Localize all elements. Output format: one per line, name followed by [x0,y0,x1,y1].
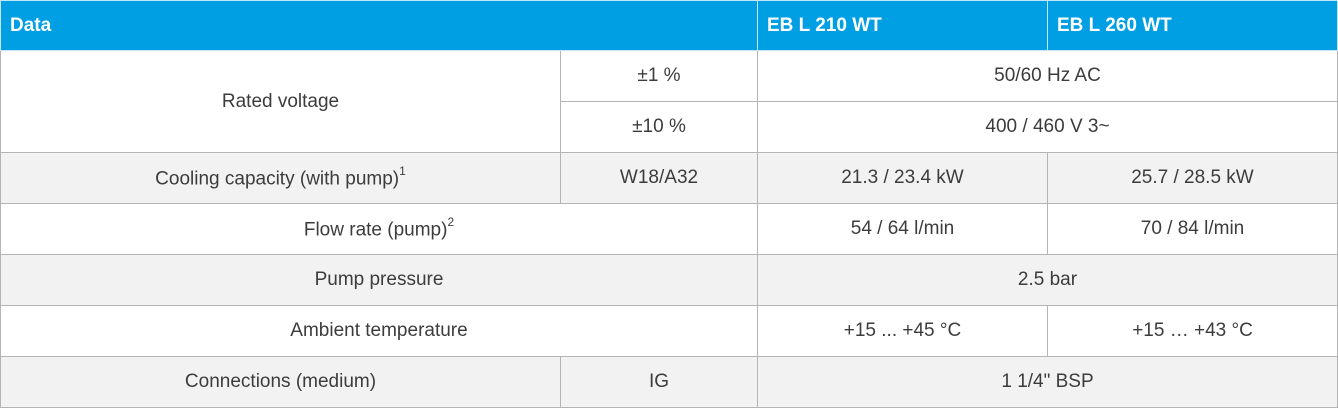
cooling-capacity-value-b: 25.7 / 28.5 kW [1047,152,1338,204]
table-row-rated-voltage-sub: ±10 % 400 / 460 V 3~ [1,101,1338,153]
ambient-temperature-value-b: +15 … +43 °C [1047,305,1338,357]
rated-voltage-tolerance-1: ±1 % [560,50,758,102]
pump-pressure-label: Pump pressure [0,254,758,306]
rated-voltage-voltage-value: 400 / 460 V 3~ [757,101,1338,153]
table-row-pump-pressure: Pump pressure 2.5 bar [0,254,1338,306]
ambient-temperature-label: Ambient temperature [0,305,758,357]
cooling-capacity-label-cell: Cooling capacity (with pump)1 [0,152,561,204]
table-row-ambient-temperature: Ambient temperature +15 ... +45 °C +15 …… [0,305,1338,357]
cooling-capacity-value-a: 21.3 / 23.4 kW [757,152,1048,204]
pump-pressure-value: 2.5 bar [757,254,1338,306]
flow-rate-value-a: 54 / 64 l/min [757,203,1048,255]
footnote-2: 2 [447,214,455,229]
connections-value: 1 1/4" BSP [757,356,1338,408]
connections-condition: IG [560,356,758,408]
cooling-capacity-label: Cooling capacity (with pump) [155,168,400,190]
rated-voltage-frequency-value: 50/60 Hz AC [757,50,1338,102]
header-data: Data [0,0,758,51]
flow-rate-label: Flow rate (pump) [303,219,448,241]
connections-label: Connections (medium) [0,356,561,408]
table-row-flow-rate: Flow rate (pump)2 54 / 64 l/min 70 / 84 … [0,203,1338,255]
table-header-row: Data EB L 210 WT EB L 260 WT [0,0,1338,51]
flow-rate-value-b: 70 / 84 l/min [1047,203,1338,255]
table-row-connections: Connections (medium) IG 1 1/4" BSP [0,356,1338,408]
rated-voltage-tolerance-2: ±10 % [560,101,758,153]
table-row-rated-voltage: Rated voltage ±1 % 50/60 Hz AC [0,50,1338,153]
header-model-b: EB L 260 WT [1047,0,1338,51]
footnote-1: 1 [399,163,406,178]
flow-rate-label-cell: Flow rate (pump)2 [0,203,758,255]
header-model-a: EB L 210 WT [757,0,1048,51]
table-row-cooling-capacity: Cooling capacity (with pump)1 W18/A32 21… [0,152,1338,204]
cooling-capacity-condition: W18/A32 [560,152,758,204]
ambient-temperature-value-a: +15 ... +45 °C [757,305,1048,357]
rated-voltage-label: Rated voltage [0,50,561,153]
